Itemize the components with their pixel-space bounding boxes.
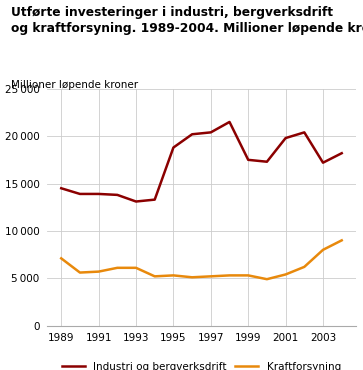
Industri og bergverksdrift [97,192,101,196]
Kraftforsyning [134,266,138,270]
Industri og bergverksdrift [339,151,344,155]
Kraftforsyning [265,277,269,282]
Line: Industri og bergverksdrift: Industri og bergverksdrift [61,122,342,202]
Industri og bergverksdrift [171,145,176,150]
Kraftforsyning [302,265,306,269]
Kraftforsyning [227,273,232,278]
Industri og bergverksdrift [152,198,157,202]
Industri og bergverksdrift [302,130,306,135]
Kraftforsyning [115,266,119,270]
Line: Kraftforsyning: Kraftforsyning [61,240,342,279]
Industri og bergverksdrift [59,186,64,191]
Kraftforsyning [246,273,250,278]
Kraftforsyning [190,275,194,279]
Industri og bergverksdrift [227,120,232,124]
Industri og bergverksdrift [209,130,213,135]
Kraftforsyning [97,269,101,274]
Kraftforsyning [209,274,213,279]
Kraftforsyning [171,273,176,278]
Kraftforsyning [339,238,344,243]
Legend: Industri og bergverksdrift, Kraftforsyning: Industri og bergverksdrift, Kraftforsyni… [62,361,341,370]
Industri og bergverksdrift [265,159,269,164]
Industri og bergverksdrift [115,193,119,197]
Industri og bergverksdrift [246,158,250,162]
Kraftforsyning [321,248,325,252]
Kraftforsyning [59,256,64,260]
Industri og bergverksdrift [190,132,194,137]
Industri og bergverksdrift [284,136,288,140]
Text: Millioner løpende kroner: Millioner løpende kroner [11,80,138,90]
Industri og bergverksdrift [321,161,325,165]
Industri og bergverksdrift [78,192,82,196]
Text: Utførte investeringer i industri, bergverksdrift
og kraftforsyning. 1989-2004. M: Utførte investeringer i industri, bergve… [11,6,363,34]
Kraftforsyning [152,274,157,279]
Kraftforsyning [284,272,288,277]
Kraftforsyning [78,270,82,275]
Industri og bergverksdrift [134,199,138,204]
